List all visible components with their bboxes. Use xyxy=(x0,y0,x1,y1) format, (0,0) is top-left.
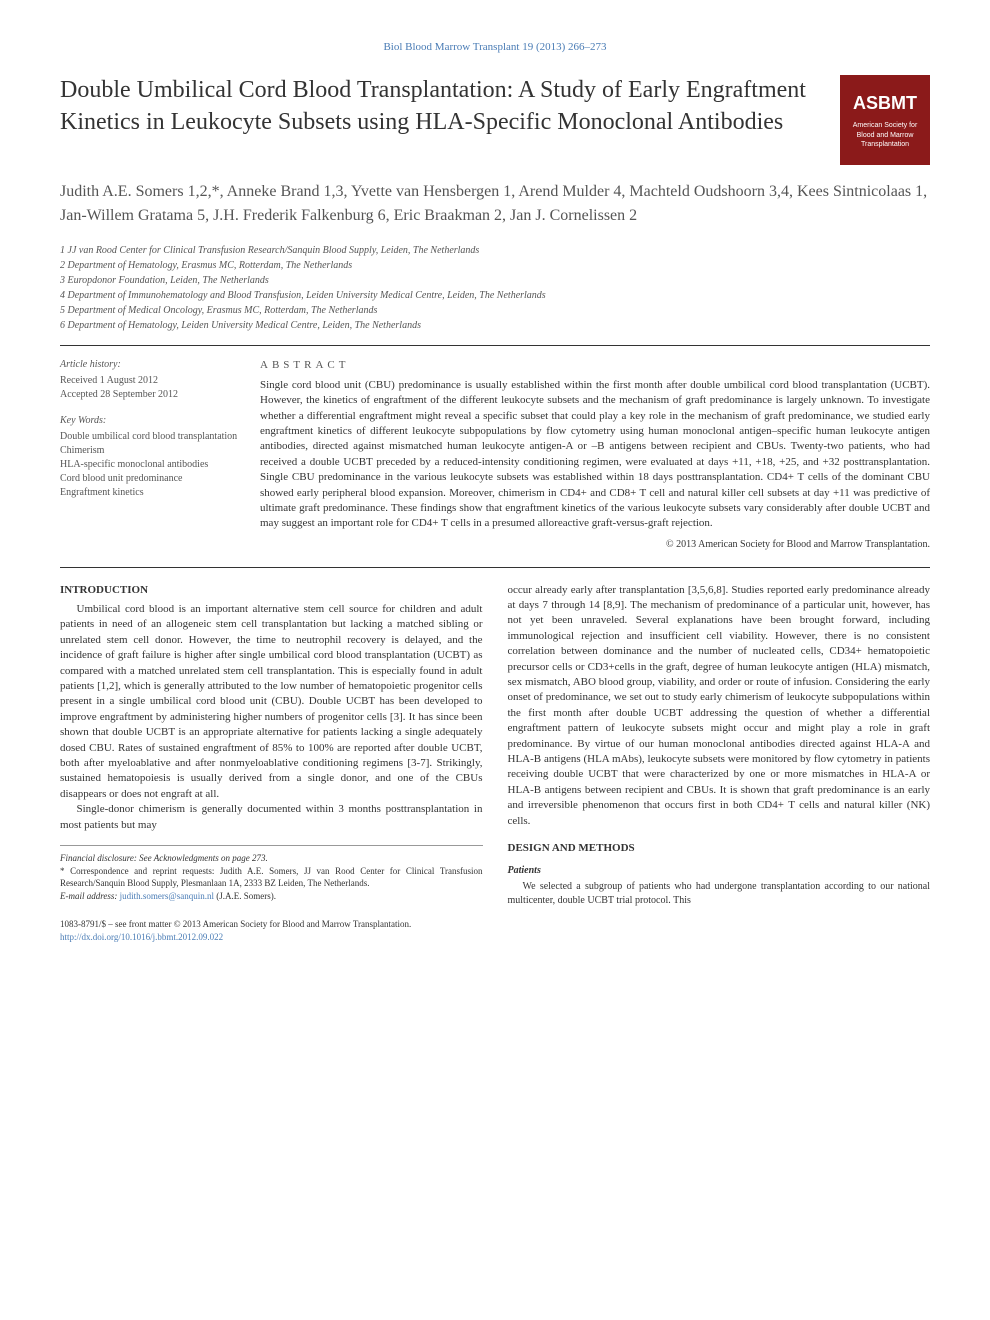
divider-bottom xyxy=(60,567,930,568)
email-link[interactable]: judith.somers@sanquin.nl xyxy=(120,891,214,901)
footnote-email: E-mail address: judith.somers@sanquin.nl… xyxy=(60,890,483,903)
history-heading: Article history: xyxy=(60,358,240,372)
abstract-heading: ABSTRACT xyxy=(260,358,930,373)
keywords: Key Words: Double umbilical cord blood t… xyxy=(60,414,240,500)
history-accepted: Accepted 28 September 2012 xyxy=(60,388,240,402)
intro-p2: Single-donor chimerism is generally docu… xyxy=(60,802,483,833)
body-col-left: INTRODUCTION Umbilical cord blood is an … xyxy=(60,583,483,909)
journal-header: Biol Blood Marrow Transplant 19 (2013) 2… xyxy=(60,40,930,55)
abstract-text: Single cord blood unit (CBU) predominanc… xyxy=(260,378,930,532)
affiliations: 1 JJ van Rood Center for Clinical Transf… xyxy=(60,243,930,333)
meta-abstract-row: Article history: Received 1 August 2012 … xyxy=(60,358,930,551)
intro-p1: Umbilical cord blood is an important alt… xyxy=(60,602,483,802)
logo-text: American Society for Blood and Marrow Tr… xyxy=(845,121,925,150)
footnotes: Financial disclosure: See Acknowledgment… xyxy=(60,845,483,902)
body-columns: INTRODUCTION Umbilical cord blood is an … xyxy=(60,583,930,909)
methods-p1: We selected a subgroup of patients who h… xyxy=(508,880,931,908)
asbmt-logo: ASBMT American Society for Blood and Mar… xyxy=(840,75,930,165)
affiliation-2: 2 Department of Hematology, Erasmus MC, … xyxy=(60,258,930,273)
abstract-column: ABSTRACT Single cord blood unit (CBU) pr… xyxy=(260,358,930,551)
keywords-items: Double umbilical cord blood transplantat… xyxy=(60,430,240,500)
footnote-correspondence: * Correspondence and reprint requests: J… xyxy=(60,865,483,890)
footnote-financial: Financial disclosure: See Acknowledgment… xyxy=(60,852,483,865)
meta-column: Article history: Received 1 August 2012 … xyxy=(60,358,240,551)
authors-list: Judith A.E. Somers 1,2,*, Anneke Brand 1… xyxy=(60,180,930,228)
methods-heading: DESIGN AND METHODS xyxy=(508,841,931,856)
intro-p3: occur already early after transplantatio… xyxy=(508,583,931,829)
affiliation-5: 5 Department of Medical Oncology, Erasmu… xyxy=(60,303,930,318)
article-title: Double Umbilical Cord Blood Transplantat… xyxy=(60,75,840,137)
article-history: Article history: Received 1 August 2012 … xyxy=(60,358,240,402)
divider-top xyxy=(60,345,930,346)
body-col-right: occur already early after transplantatio… xyxy=(508,583,931,909)
keywords-heading: Key Words: xyxy=(60,414,240,428)
footer-doi[interactable]: http://dx.doi.org/10.1016/j.bbmt.2012.09… xyxy=(60,931,930,944)
footer: 1083-8791/$ – see front matter © 2013 Am… xyxy=(60,918,930,943)
footer-issn: 1083-8791/$ – see front matter © 2013 Am… xyxy=(60,918,930,931)
abstract-copyright: © 2013 American Society for Blood and Ma… xyxy=(260,538,930,552)
affiliation-3: 3 Europdonor Foundation, Leiden, The Net… xyxy=(60,273,930,288)
email-suffix: (J.A.E. Somers). xyxy=(214,891,276,901)
email-label: E-mail address: xyxy=(60,891,120,901)
logo-abbr: ASBMT xyxy=(853,91,917,116)
affiliation-6: 6 Department of Hematology, Leiden Unive… xyxy=(60,318,930,333)
methods-sub1: Patients xyxy=(508,864,931,878)
affiliation-4: 4 Department of Immunohematology and Blo… xyxy=(60,288,930,303)
title-section: Double Umbilical Cord Blood Transplantat… xyxy=(60,75,930,165)
history-received: Received 1 August 2012 xyxy=(60,374,240,388)
intro-heading: INTRODUCTION xyxy=(60,583,483,598)
affiliation-1: 1 JJ van Rood Center for Clinical Transf… xyxy=(60,243,930,258)
